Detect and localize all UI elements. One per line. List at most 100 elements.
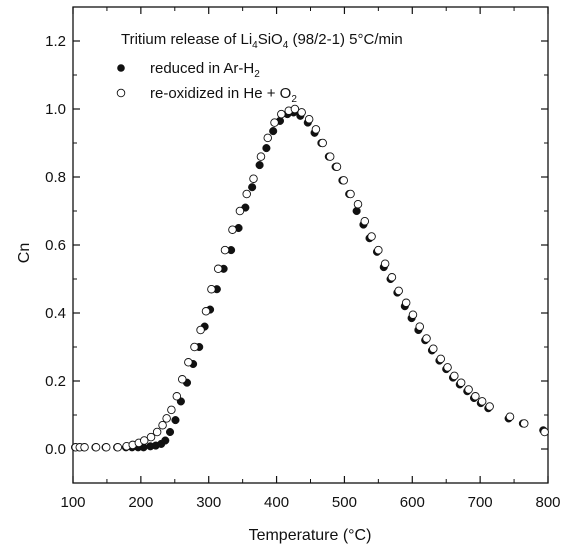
data-point-reoxidized [80,443,89,452]
legend-label-reduced: reduced in Ar-H2 [150,60,260,80]
chart-title-sub1: 4 [252,40,258,51]
chart-title-suffix: (98/2-1) 5°C/min [288,31,402,48]
data-point-reoxidized [450,371,459,381]
data-point-reoxidized [408,310,418,319]
plot-frame [72,6,549,484]
data-point-reoxidized [422,334,431,343]
legend-label-reduced-text: reduced in Ar-H [150,60,254,77]
y-tick-label: 0.2 [45,373,66,390]
data-point-reoxidized [367,232,376,241]
data-point-reoxidized [464,385,473,394]
data-point-reoxidized [196,325,205,335]
data-point-reduced [165,427,175,437]
data-point-reoxidized [242,189,251,199]
y-tick-label: 1.2 [45,33,66,50]
data-point-reoxidized [477,397,487,406]
data-point-reduced [269,127,278,136]
data-point-reoxidized [101,443,111,452]
legend-marker-reoxidized [116,88,126,98]
data-point-reoxidized [374,245,383,255]
x-tick-label: 200 [128,494,153,511]
data-point-reoxidized [167,405,176,415]
data-point-reoxidized [471,392,480,401]
ticks-group [72,6,549,484]
x-tick-label: 500 [332,494,357,511]
tick-labels-group: 100 200 300 400 500 600 700 800 0.0 0.2 0.4 0.6 0.8 1… [45,33,560,511]
data-point-reoxidized [346,189,355,199]
data-point-reoxidized [201,307,211,316]
data-point-reoxidized [270,118,279,127]
data-point-reoxidized [228,225,237,234]
data-point-reoxidized [360,216,370,226]
x-tick-label: 100 [60,494,85,511]
data-point-reoxidized [304,114,314,124]
y-tick-label: 0.8 [45,169,66,186]
data-point-reoxidized [113,443,123,452]
data-point-reoxidized [91,443,101,452]
y-tick-label: 1.0 [45,101,66,118]
data-point-reduced [171,416,180,425]
data-point-reoxidized [235,206,245,216]
data-point-reoxidized [263,133,273,143]
chart-title-middle: SiO [258,31,283,48]
data-point-reoxidized [456,378,466,387]
y-tick-label: 0.0 [45,441,66,458]
data-point-reoxidized [249,174,258,183]
x-tick-label: 600 [400,494,425,511]
x-axis-label: Temperature (°C) [249,527,372,544]
data-point-reoxidized [190,342,199,352]
legend-label-reoxidized-text: re-oxidized in He + O [150,85,291,102]
data-point-reoxidized [213,264,223,274]
data-point-reoxidized [394,286,403,296]
data-point-reoxidized [152,427,162,437]
data-point-reoxidized [162,414,171,423]
data-point-reduced [161,436,170,445]
data-point-reoxidized [318,138,327,148]
data-point-reduced [255,161,264,170]
data-point-reoxidized [332,162,342,172]
chart-title-prefix: Tritium release of Li [121,31,252,48]
data-point-reduced [248,183,257,192]
data-point-reoxidized [443,363,452,372]
legend-label-reoxidized: re-oxidized in He + O2 [150,85,297,105]
data-point-reoxidized [353,199,363,209]
legend-label-reoxidized-sub: 2 [291,94,297,105]
data-point-reoxidized [220,245,230,255]
data-points-group [70,104,549,452]
data-point-reoxidized [311,125,321,134]
data-point-reoxidized [172,392,182,401]
x-tick-label: 400 [264,494,289,511]
data-point-reoxidized [401,298,411,308]
data-point-reoxidized [177,375,187,384]
data-point-reoxidized [429,344,438,353]
data-point-reoxidized [325,152,335,161]
data-point-reduced [352,206,361,216]
chart-title-sub2: 4 [283,40,289,51]
data-point-reoxidized [158,420,167,430]
data-point-reoxidized [505,412,515,421]
y-tick-label: 0.4 [45,305,66,322]
data-point-reoxidized [415,322,425,331]
data-point-reoxidized [277,109,286,119]
data-point-reoxidized [146,432,156,442]
data-point-reoxidized [207,284,216,294]
legend-label-reduced-sub: 2 [254,69,260,80]
data-point-reoxidized [339,176,349,185]
x-tick-label: 700 [468,494,493,511]
data-point-reduced [262,144,271,153]
y-axis-label: Cn [16,243,33,263]
x-tick-label: 800 [535,494,560,511]
data-point-reoxidized [256,152,266,161]
legend-marker-reduced [117,64,125,72]
y-tick-label: 0.6 [45,237,66,254]
data-point-reoxidized [380,259,390,268]
data-point-reoxidized [520,419,529,428]
data-point-reoxidized [436,354,446,364]
chart-title: Tritium release of Li4SiO4 (98/2-1) 5°C/… [121,31,403,51]
data-point-reoxidized [485,402,494,411]
x-tick-label: 300 [196,494,221,511]
data-point-reoxidized [297,108,306,117]
data-point-reoxidized [540,427,549,437]
data-point-reoxidized [387,273,397,282]
